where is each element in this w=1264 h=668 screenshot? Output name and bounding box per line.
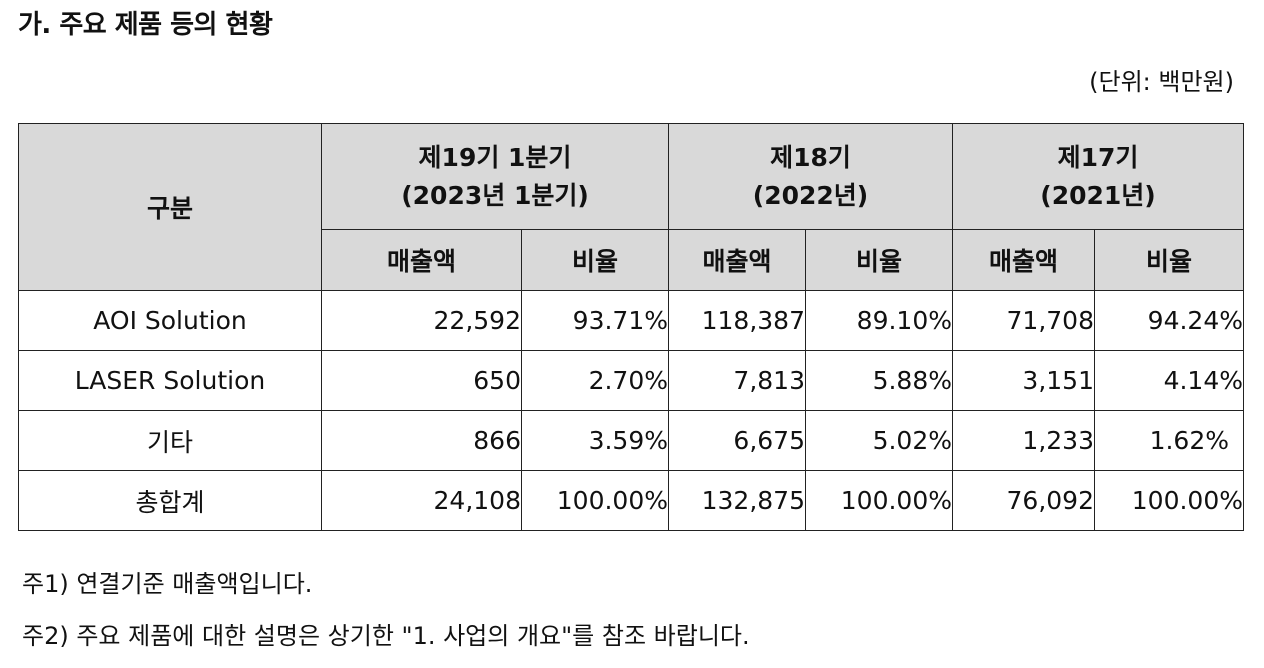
cell-value: 1.62%	[1094, 410, 1244, 471]
cell-value: 76,092	[952, 470, 1095, 531]
cell-value: 2.70%	[521, 350, 669, 411]
cell-value: 118,387	[668, 290, 806, 351]
cell-value: 71,708	[952, 290, 1095, 351]
header-sales-18: 매출액	[668, 229, 806, 291]
table-row-total: 총합계 24,108 100.00% 132,875 100.00% 76,09…	[18, 470, 1244, 531]
cell-value: 94.24%	[1094, 290, 1244, 351]
cell-value: 24,108	[321, 470, 522, 531]
table-row: LASER Solution 650 2.70% 7,813 5.88% 3,1…	[18, 350, 1244, 411]
header-ratio-19: 비율	[521, 229, 669, 291]
cell-value: 132,875	[668, 470, 806, 531]
unit-label: (단위: 백만원)	[1089, 68, 1234, 96]
section-title: 가. 주요 제품 등의 현황	[18, 10, 273, 40]
cell-value: 3.59%	[521, 410, 669, 471]
cell-value: 100.00%	[1094, 470, 1244, 531]
period-17-name: 제17기	[1057, 142, 1139, 172]
footnotes: 주1) 연결기준 매출액입니다. 주2) 주요 제품에 대한 설명은 상기한 "…	[22, 558, 750, 662]
period-18-date: (2022년)	[752, 180, 869, 210]
row-label: AOI Solution	[18, 290, 322, 351]
cell-value: 650	[321, 350, 522, 411]
cell-value: 3,151	[952, 350, 1095, 411]
cell-value: 6,675	[668, 410, 806, 471]
header-ratio-17: 비율	[1094, 229, 1244, 291]
header-row-periods: 구분 제19기 1분기 (2023년 1분기) 제18기 (2022년) 제17…	[18, 123, 1244, 291]
header-period-19: 제19기 1분기 (2023년 1분기)	[321, 123, 669, 230]
header-row-sub: 매출액 비율 매출액 비율 매출액 비율	[19, 229, 1244, 291]
cell-value: 5.02%	[805, 410, 953, 471]
table-row: 기타 866 3.59% 6,675 5.02% 1,233 1.62%	[18, 410, 1244, 471]
header-sales-17: 매출액	[952, 229, 1095, 291]
header-period-17: 제17기 (2021년)	[952, 123, 1244, 230]
product-sales-table: 구분 제19기 1분기 (2023년 1분기) 제18기 (2022년) 제17…	[18, 123, 1244, 531]
cell-value: 22,592	[321, 290, 522, 351]
row-label: 기타	[18, 410, 322, 471]
cell-value: 100.00%	[521, 470, 669, 531]
footnote-1: 주1) 연결기준 매출액입니다.	[22, 570, 313, 598]
header-period-18: 제18기 (2022년)	[668, 123, 953, 230]
period-18-name: 제18기	[770, 142, 851, 172]
row-label: LASER Solution	[18, 350, 322, 411]
header-sales-19: 매출액	[321, 229, 522, 291]
table-row: AOI Solution 22,592 93.71% 118,387 89.10…	[18, 290, 1244, 351]
cell-value: 100.00%	[805, 470, 953, 531]
cell-value: 93.71%	[521, 290, 669, 351]
cell-value: 1,233	[952, 410, 1095, 471]
cell-value: 89.10%	[805, 290, 953, 351]
period-19-name: 제19기 1분기	[418, 142, 572, 172]
cell-value: 866	[321, 410, 522, 471]
row-label: 총합계	[18, 470, 322, 531]
cell-value: 4.14%	[1094, 350, 1244, 411]
period-19-date: (2023년 1분기)	[401, 180, 589, 210]
period-17-date: (2021년)	[1040, 180, 1156, 210]
header-category: 구분	[18, 123, 322, 291]
cell-value: 5.88%	[805, 350, 953, 411]
cell-value: 7,813	[668, 350, 806, 411]
footnote-2: 주2) 주요 제품에 대한 설명은 상기한 "1. 사업의 개요"를 참조 바랍…	[22, 622, 750, 650]
header-ratio-18: 비율	[805, 229, 953, 291]
